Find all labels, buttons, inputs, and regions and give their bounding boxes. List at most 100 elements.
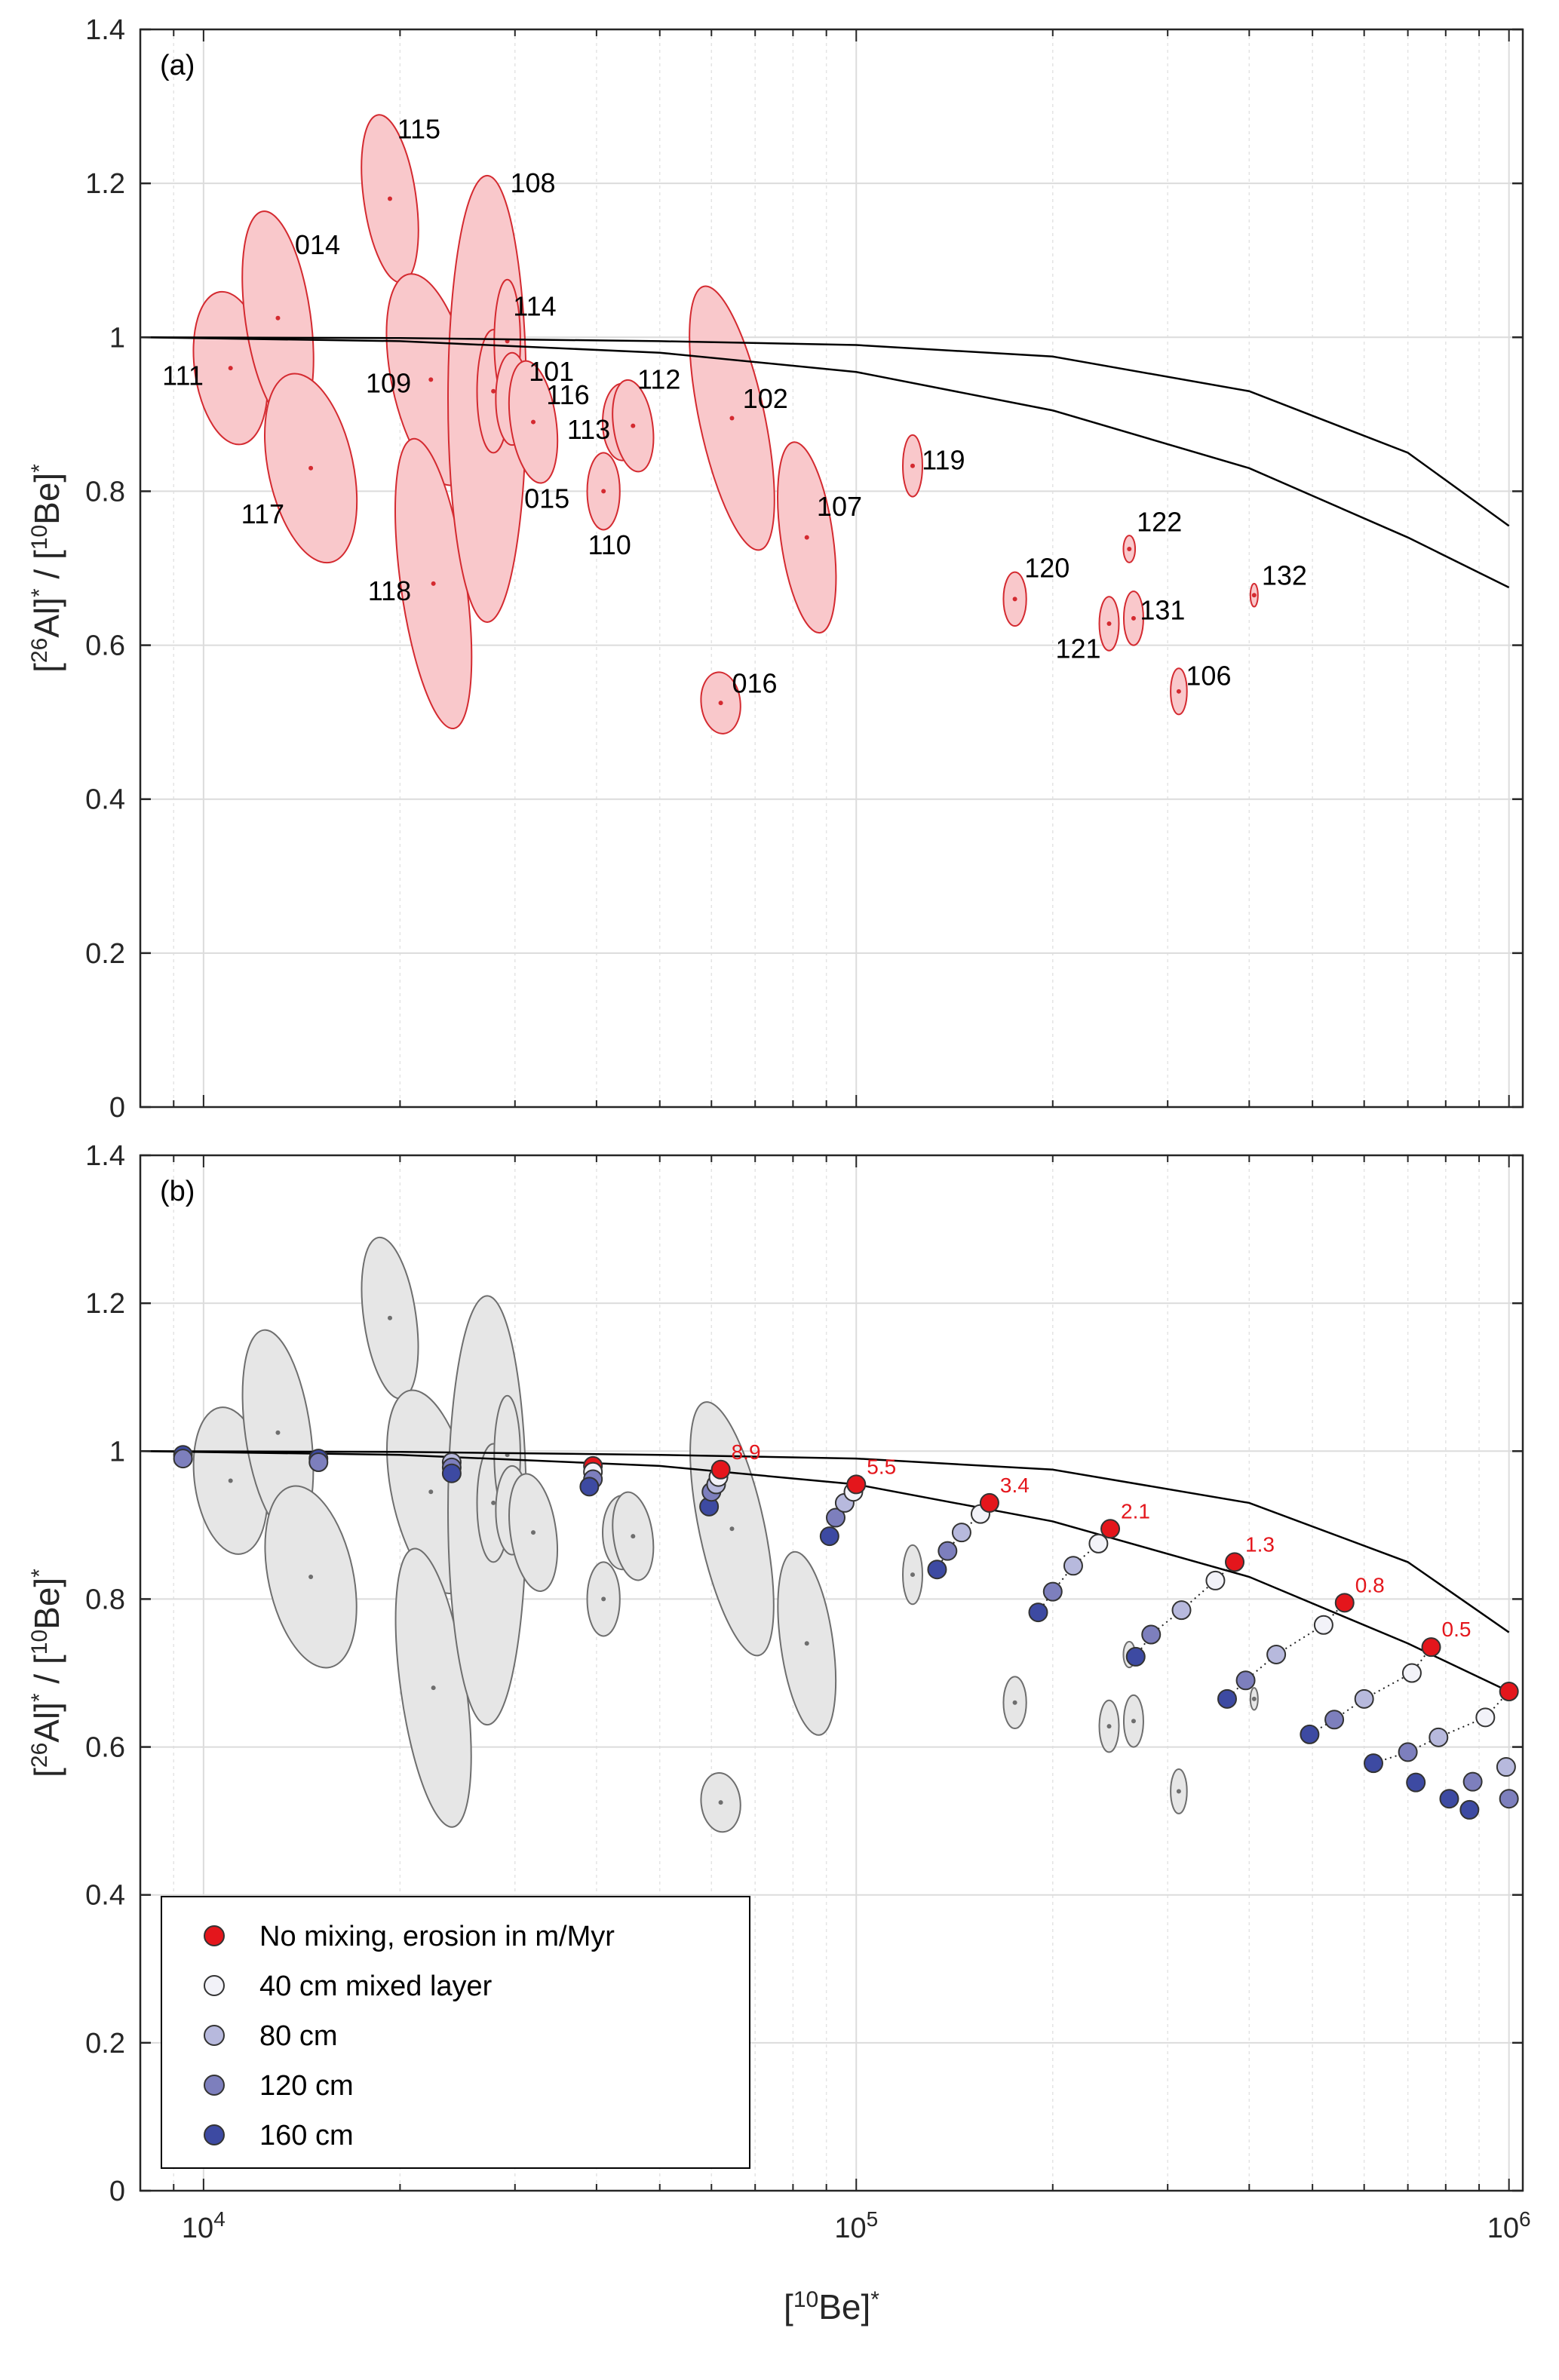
sample-point-112 — [631, 423, 636, 428]
y-tick-label: 0.4 — [85, 1880, 125, 1912]
sample-label-120: 120 — [1024, 553, 1070, 584]
sample-point-122 — [1127, 546, 1132, 551]
axes-frame — [139, 28, 1524, 1109]
point-160-cm — [579, 1477, 600, 1497]
legend-marker — [204, 2124, 225, 2145]
sample-label-122: 122 — [1137, 506, 1182, 537]
sample-point-121 — [1106, 621, 1112, 626]
legend-label: 160 cm — [259, 2120, 354, 2152]
sample-point-118 — [431, 1685, 436, 1691]
panel-a: 1110141171151091181080151141011161131121… — [27, 14, 1524, 1124]
erosion-rate-label: 0.5 — [1442, 1618, 1472, 1641]
legend-box — [161, 1896, 750, 2169]
point-40-cm — [1313, 1615, 1333, 1635]
y-tick-label: 0.4 — [85, 784, 125, 816]
point-no-mixing — [1100, 1519, 1121, 1539]
y-tick-label: 0.2 — [85, 938, 125, 970]
y-tick-label: 1 — [109, 1436, 125, 1468]
point-120-cm — [1042, 1581, 1063, 1602]
sample-label-015: 015 — [524, 483, 569, 514]
x-ticks — [140, 29, 1510, 1107]
sample-point-131 — [1131, 615, 1136, 621]
sample-point-106 — [1176, 689, 1181, 694]
point-no-mixing — [1334, 1593, 1355, 1613]
x-tick-label: 105 — [834, 2207, 878, 2245]
point-160-cm — [441, 1463, 462, 1483]
point-160-cm — [927, 1560, 947, 1580]
sample-point-109 — [428, 377, 434, 382]
reference-curve-1 — [140, 1450, 1510, 1633]
sample-point-116 — [531, 1530, 536, 1535]
legend-marker — [204, 2025, 225, 2046]
y-tick-label: 1 — [109, 322, 125, 354]
sample-label-119: 119 — [922, 445, 965, 476]
sample-point-116 — [531, 419, 536, 425]
y-axis-label: [26Al]* / [10Be]* — [27, 464, 67, 673]
sample-point-118 — [431, 581, 436, 586]
legend: No mixing, erosion in m/Myr 40 cm mixed l… — [161, 1896, 750, 2169]
y-tick-label: 0.6 — [85, 1732, 125, 1764]
point-80-cm — [1266, 1644, 1287, 1664]
x-tick-label: 106 — [1487, 2207, 1531, 2245]
sample-label-109: 109 — [366, 368, 411, 399]
point-160-cm — [1217, 1688, 1237, 1709]
sample-point-115 — [387, 196, 392, 201]
sample-label-106: 106 — [1186, 660, 1231, 691]
reference-curve-2 — [140, 336, 1510, 589]
sample-point-015 — [491, 388, 496, 394]
sample-label-102: 102 — [743, 383, 788, 414]
y-tick-label: 1.4 — [85, 14, 125, 46]
sample-label-101: 101 — [529, 356, 574, 387]
sample-point-111 — [228, 1478, 233, 1483]
sample-ellipses — [192, 1236, 1259, 1833]
erosion-rate-label: 2.1 — [1121, 1499, 1150, 1523]
point-40-cm — [1088, 1533, 1109, 1553]
sample-point-120 — [1012, 1700, 1017, 1705]
y-tick-label: 1.2 — [85, 168, 125, 200]
sample-point-111 — [228, 366, 233, 371]
point-120-cm — [825, 1507, 845, 1528]
sample-point-117 — [308, 465, 314, 471]
sample-label-113: 113 — [567, 414, 610, 445]
sample-label-117: 117 — [241, 498, 284, 529]
sample-point-119 — [910, 1572, 915, 1578]
y-tick-label: 0 — [109, 1092, 125, 1124]
point-160-cm — [1439, 1789, 1459, 1809]
sample-point-119 — [910, 463, 915, 468]
axes-frame — [139, 1154, 1524, 2192]
point-80-cm — [951, 1523, 971, 1543]
sample-label-112: 112 — [637, 363, 680, 394]
model-series: 8.9 5.5 3.4 2.1 1.3 0.8 0.5 — [173, 1440, 1519, 1820]
sample-label-014: 014 — [295, 229, 340, 260]
legend-marker — [204, 1975, 225, 1996]
point-40-cm — [1401, 1663, 1422, 1683]
legend-marker — [204, 2075, 225, 2096]
point-120-cm — [1324, 1710, 1345, 1730]
legend-label: 40 cm mixed layer — [259, 1971, 493, 2002]
sample-label-118: 118 — [368, 575, 411, 606]
sample-point-016 — [718, 1800, 723, 1805]
sample-point-115 — [387, 1315, 392, 1320]
reference-curve-2 — [140, 1450, 1510, 1693]
point-120-cm — [1398, 1742, 1418, 1762]
point-120-cm — [1499, 1789, 1519, 1809]
legend-label: 80 cm — [259, 2020, 337, 2052]
sample-label-131: 131 — [1140, 595, 1185, 626]
sample-label-121: 121 — [1055, 633, 1100, 664]
legend-label: No mixing, erosion in m/Myr — [259, 1921, 615, 1952]
sample-ellipses — [192, 114, 1259, 735]
point-120-cm — [308, 1452, 329, 1472]
sample-point-110 — [601, 489, 606, 494]
sample-point-107 — [804, 1641, 809, 1646]
legend-label: 120 cm — [259, 2070, 354, 2102]
point-no-mixing — [979, 1492, 999, 1513]
point-160-cm — [1406, 1772, 1426, 1793]
point-160-cm — [1300, 1724, 1320, 1744]
point-160-cm — [1363, 1753, 1383, 1774]
erosion-rate-label: 3.4 — [1000, 1474, 1030, 1497]
point-no-mixing — [710, 1459, 731, 1480]
point-no-mixing — [846, 1474, 867, 1495]
point-120-cm — [1462, 1771, 1483, 1792]
